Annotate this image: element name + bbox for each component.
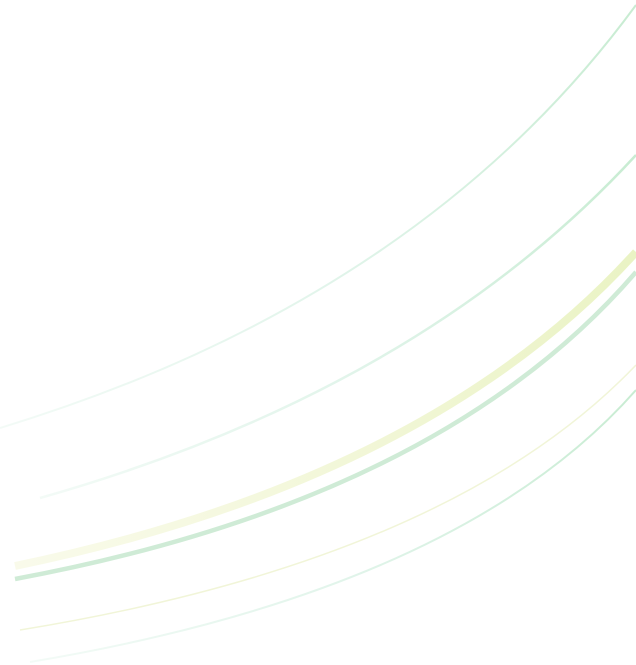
curve <box>19 364 636 631</box>
curve <box>14 249 636 570</box>
curve <box>39 154 636 500</box>
curve <box>29 389 636 663</box>
curve <box>0 4 636 429</box>
curve <box>14 270 636 582</box>
